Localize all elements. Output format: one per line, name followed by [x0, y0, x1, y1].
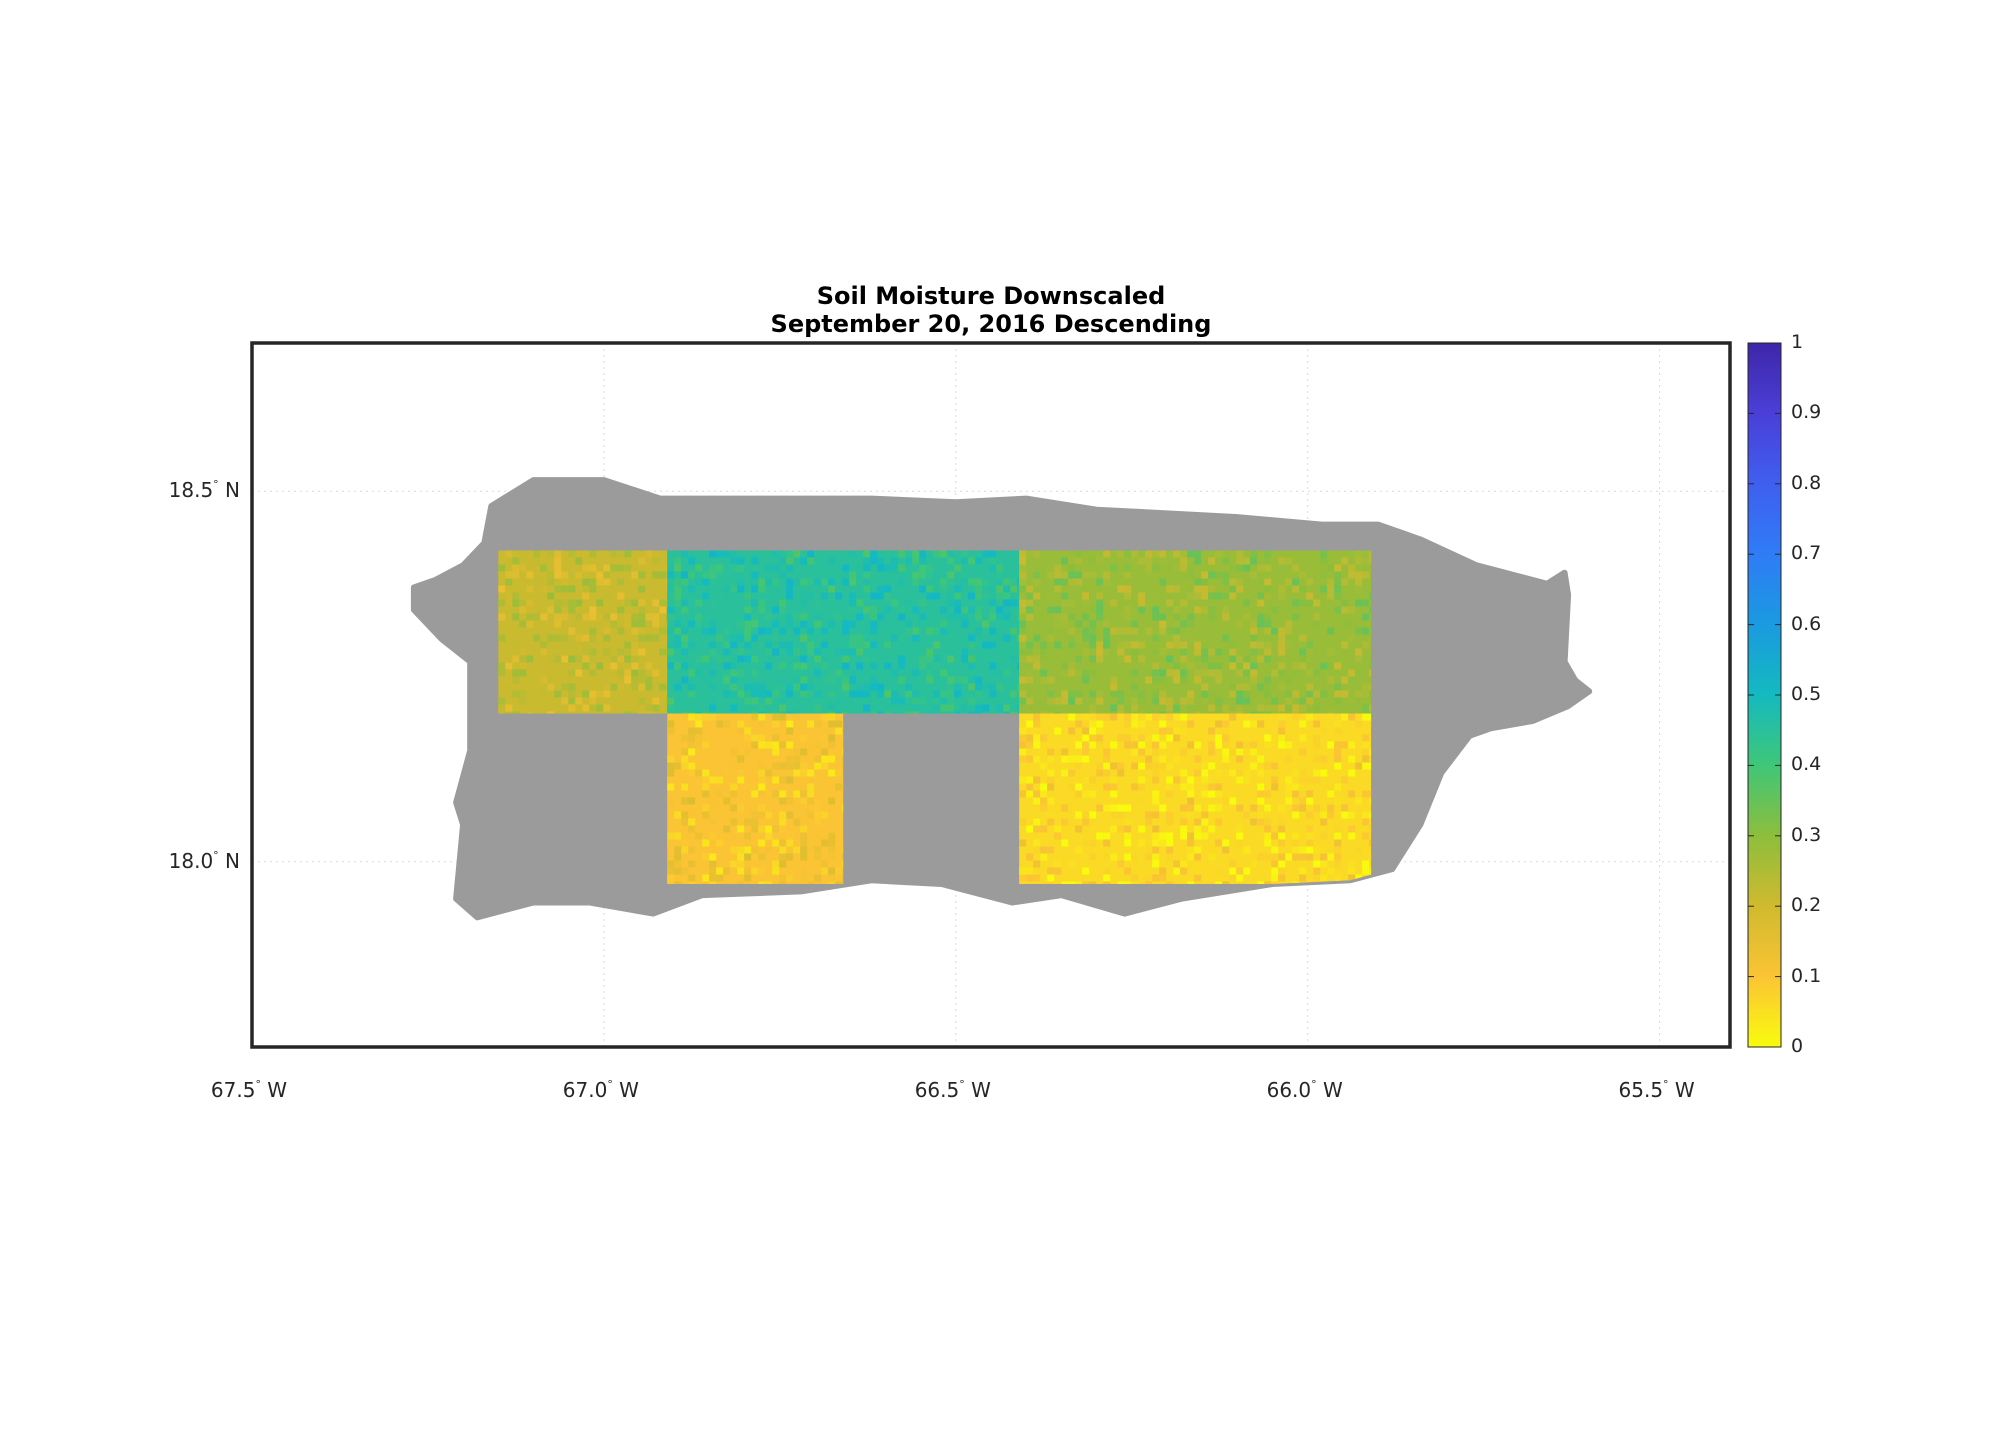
y-tick-label-1-value: 18.0 [168, 848, 214, 873]
x-tick-label-4: 65.5° W [1587, 1078, 1727, 1102]
x-tick-label-2-degree: ° [959, 1078, 965, 1091]
colorbar-tick-label-1: 0.1 [1791, 964, 1822, 987]
x-tick-label-0: 67.5° W [179, 1078, 319, 1102]
x-tick-label-3-hemisphere: W [1316, 1078, 1343, 1102]
colorbar-tick-marks [1748, 342, 1781, 1048]
colorbar-tick-label-10: 1 [1791, 331, 1804, 353]
colorbar-tick-label-9: 0.9 [1791, 401, 1822, 424]
x-tick-label-4-value: 65.5 [1618, 1078, 1664, 1102]
y-tick-label-1-hemisphere: N [218, 848, 240, 873]
x-tick-label-1: 67.0° W [531, 1078, 671, 1102]
x-tick-label-1-value: 67.0 [562, 1078, 608, 1102]
x-tick-label-0-degree: ° [255, 1078, 261, 1091]
x-tick-label-3-degree: ° [1311, 1078, 1317, 1091]
x-tick-label-0-value: 67.5 [210, 1078, 256, 1102]
soil-moisture-tiles [498, 550, 1372, 884]
map-subtitle: September 20, 2016 Descending [770, 310, 1212, 338]
colorbar-tick-label-4: 0.4 [1791, 753, 1822, 776]
y-tick-label-1: 18.0° N [120, 849, 240, 873]
y-tick-label-1-degree: ° [213, 848, 219, 862]
x-tick-label-4-hemisphere: W [1668, 1078, 1695, 1102]
colorbar-tick-label-3: 0.3 [1791, 823, 1822, 846]
y-tick-label-0: 18.5° N [120, 478, 240, 502]
soil-moisture-tile-4 [1019, 713, 1372, 884]
colorbar-tick-label-5: 0.5 [1791, 683, 1822, 705]
plot-frame [250, 341, 1732, 1049]
colorbar-tick-label-2: 0.2 [1791, 894, 1822, 917]
map-title: Soil Moisture Downscaled [816, 282, 1166, 310]
x-tick-label-3-value: 66.0 [1266, 1078, 1312, 1102]
colorbar-tick-label-6: 0.6 [1791, 612, 1822, 635]
y-tick-label-0-value: 18.5 [168, 478, 214, 503]
soil-moisture-tile-1 [667, 550, 1020, 714]
x-tick-label-2: 66.5° W [883, 1078, 1023, 1102]
colorbar-tick-label-8: 0.8 [1791, 471, 1822, 494]
x-tick-label-1-hemisphere: W [612, 1078, 639, 1102]
y-tick-label-0-degree: ° [213, 478, 219, 492]
x-tick-label-2-value: 66.5 [914, 1078, 960, 1102]
colorbar-tick-label-7: 0.7 [1791, 542, 1822, 565]
x-tick-label-2-hemisphere: W [964, 1078, 991, 1102]
soil-moisture-tile-3 [667, 713, 844, 884]
soil-moisture-tile-2 [1019, 550, 1372, 714]
x-tick-label-1-degree: ° [607, 1078, 613, 1091]
x-tick-label-4-degree: ° [1663, 1078, 1669, 1091]
x-tick-label-3: 66.0° W [1235, 1078, 1375, 1102]
x-tick-label-0-hemisphere: W [260, 1078, 288, 1102]
soil-moisture-tile-0 [498, 550, 668, 714]
y-tick-label-0-hemisphere: N [218, 478, 240, 503]
colorbar-tick-label-0: 0 [1791, 1035, 1804, 1057]
